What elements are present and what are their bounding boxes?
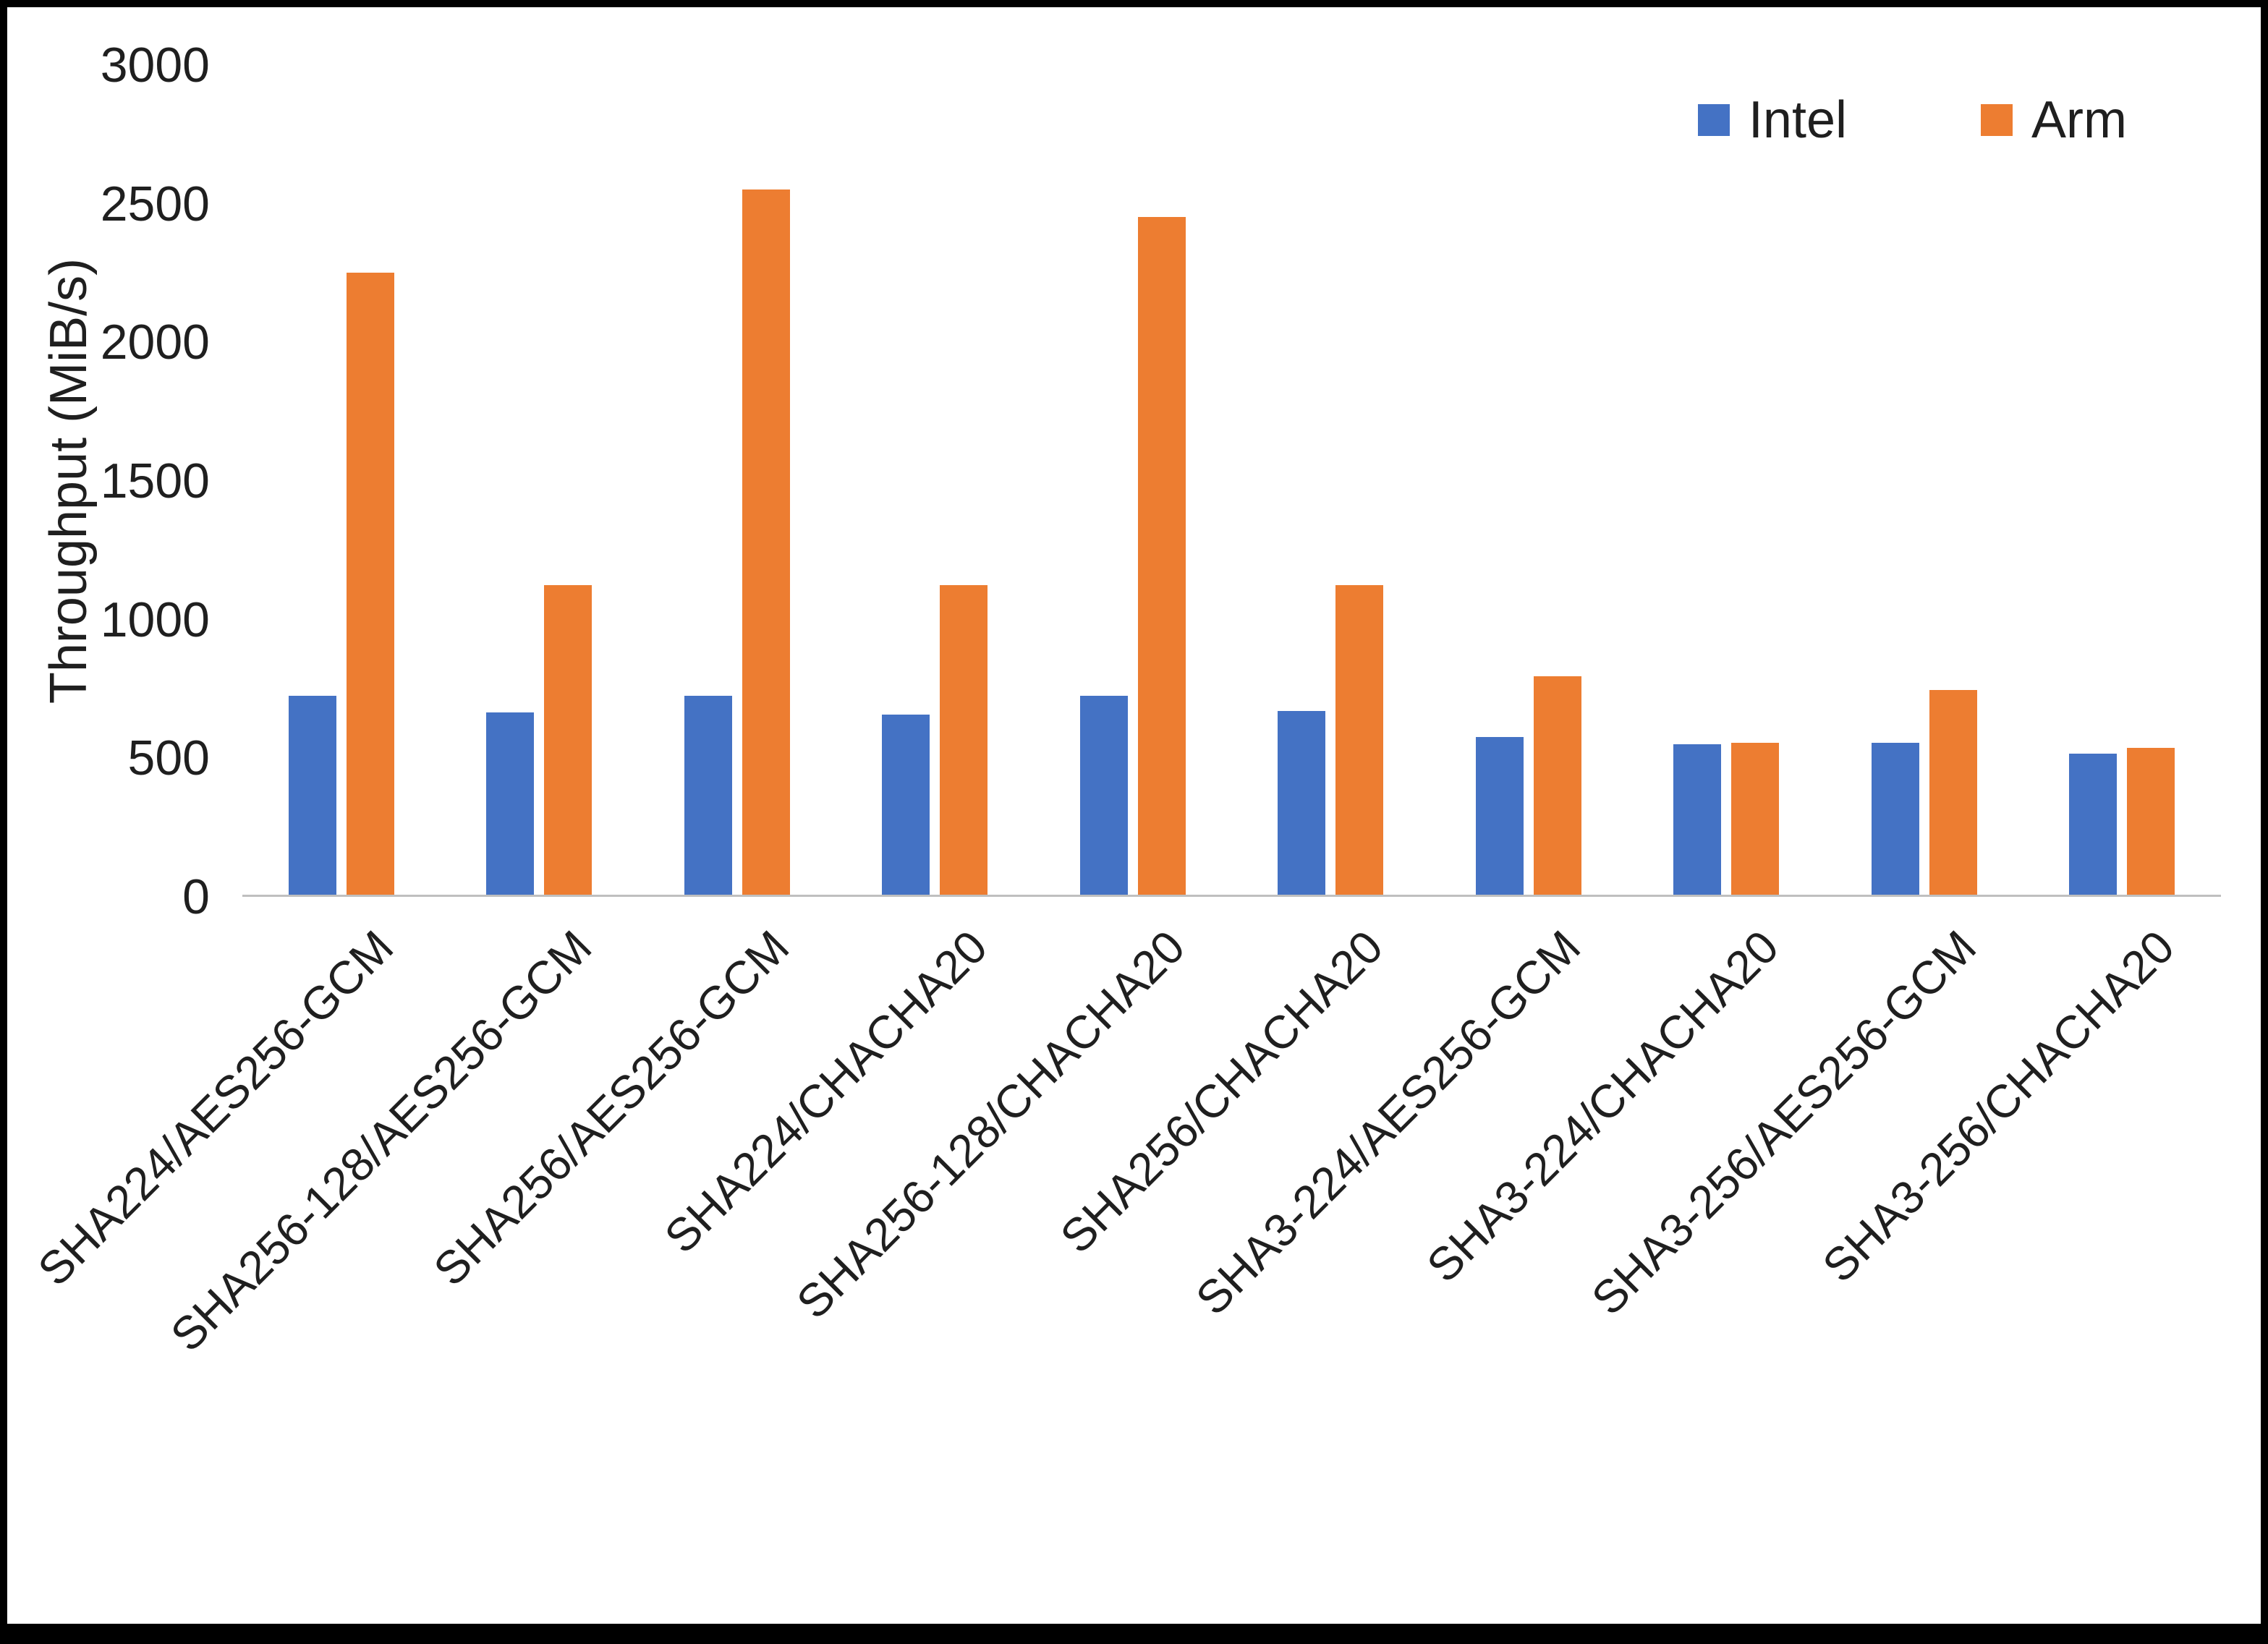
bar-arm [1731, 742, 1780, 895]
throughput-bar-chart: Throughput (MiB/s) 0 500 1000 1500 2000 2500 3… [22, 41, 2222, 1504]
y-axis: 0 500 1000 1500 2000 2500 3000 [101, 41, 242, 921]
bar-group [836, 65, 1035, 895]
bar-intel [486, 712, 535, 895]
legend-item-arm: Arm [1981, 90, 2127, 150]
plot-area: Intel Arm [242, 65, 2221, 897]
bar-group [441, 65, 639, 895]
bar-intel [2069, 754, 2118, 895]
bar-group [1430, 65, 1628, 895]
y-tick-label: 1500 [100, 453, 210, 508]
y-tick-label: 3000 [100, 38, 210, 93]
x-axis-labels: SHA224/AES256-GCM SHA256-128/AES256-GCM SH… [28, 897, 2222, 1504]
bar-arm [346, 272, 394, 895]
bar-intel [882, 715, 930, 895]
bar-group [1232, 65, 1430, 895]
y-tick-label: 2000 [100, 315, 210, 370]
bar-intel [288, 695, 336, 895]
bar-arm [940, 584, 988, 895]
bar-intel [1475, 737, 1524, 895]
bar-group [1628, 65, 1826, 895]
legend-swatch-arm [1981, 104, 2013, 136]
y-axis-title-text: Throughput (MiB/s) [40, 257, 98, 704]
legend-label-arm: Arm [2031, 91, 2127, 149]
legend-item-intel: Intel [1697, 90, 1848, 150]
y-tick-label: 0 [182, 869, 210, 924]
bar-intel [1278, 710, 1326, 895]
bar-arm [1335, 584, 1384, 895]
bar-intel [1673, 744, 1722, 895]
bar-arm [2127, 748, 2175, 895]
bar-group [2023, 65, 2222, 895]
bar-arm [544, 584, 593, 895]
bar-arm [1929, 690, 1977, 895]
y-tick-label: 1000 [100, 592, 210, 647]
bar-arm [1533, 676, 1581, 895]
x-category-label: SHA224/AES256-GCM [27, 920, 404, 1296]
bar-intel [1871, 742, 1919, 895]
bar-group [1825, 65, 2023, 895]
bar-group [638, 65, 836, 895]
bar-group [242, 65, 441, 895]
legend: Intel Arm [1697, 90, 2127, 150]
y-tick-label: 2500 [100, 176, 210, 231]
legend-swatch-intel [1697, 104, 1730, 136]
bar-intel [684, 695, 732, 895]
bar-arm [1137, 217, 1186, 895]
bar-intel [1079, 695, 1128, 895]
legend-label-intel: Intel [1748, 91, 1848, 149]
bar-group [1034, 65, 1232, 895]
x-label-cell: SHA3-256/CHACHA20 [1812, 897, 2222, 1504]
bar-arm [742, 189, 790, 895]
y-tick-label: 500 [127, 731, 210, 786]
